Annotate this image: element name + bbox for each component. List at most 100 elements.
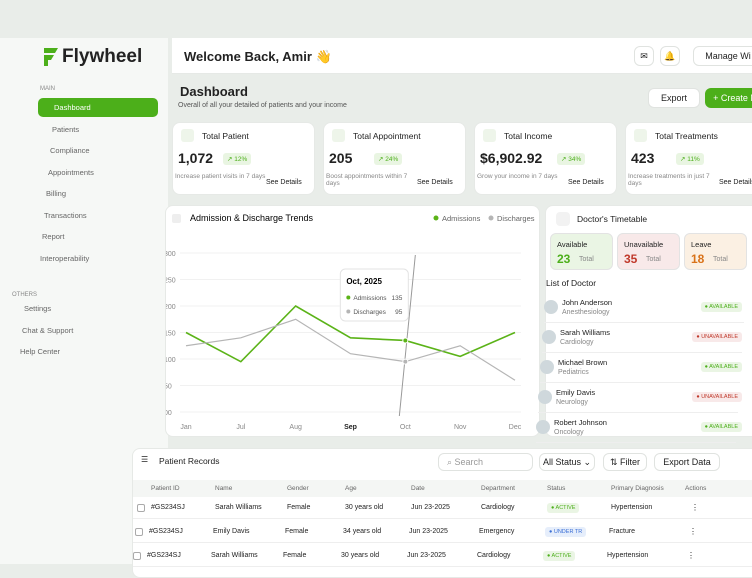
stat-label: Total Treatments [655, 131, 718, 141]
create-button[interactable]: + Create N [705, 88, 752, 108]
doctor-specialty: Pediatrics [558, 369, 589, 376]
stat-change: ↗ 11% [676, 153, 704, 165]
table-cell: Emergency [479, 528, 515, 535]
table-cell: Jun 23-2025 [411, 504, 450, 511]
doctor-specialty: Cardiology [560, 339, 594, 346]
export-data-button[interactable]: Export Data [654, 453, 720, 471]
doctor-status: ● AVAILABLE [700, 302, 742, 312]
table-cell: Fracture [609, 528, 636, 535]
summary-unit: Total [713, 256, 728, 263]
stat-value: 1,072 [178, 150, 214, 166]
nav-item[interactable]: Patients [36, 120, 156, 139]
column-header: Primary Diagnosis [611, 485, 664, 492]
chart-card: Admission & Discharge Trends Admissions Di… [164, 205, 540, 437]
status-text: UNDER TR [553, 529, 583, 535]
nav-item[interactable]: Interoperability [24, 249, 144, 268]
nav-item[interactable]: Chat & Support [12, 326, 73, 335]
see-details[interactable]: See Details [266, 179, 302, 186]
list-title: List of Doctor [546, 278, 597, 288]
summary-label: Available [557, 240, 588, 249]
nav-label: Chat & Support [22, 325, 74, 335]
doctor-name: John Anderson [562, 298, 613, 307]
doctor-row: Michael Brown Pediatrics ● AVAILABLE [540, 355, 742, 383]
doctor-status: ● UNAVAILABLE [692, 392, 742, 402]
mail-button[interactable]: ✉ [634, 46, 654, 66]
nav-label: Compliance [50, 146, 90, 155]
row-checkbox[interactable] [137, 504, 145, 512]
doctor-name: Michael Brown [558, 358, 608, 367]
row-actions[interactable]: ⋮ [687, 551, 695, 560]
table-cell: Jun 23-2025 [407, 552, 446, 559]
table-cell: #GS234SJ [151, 504, 185, 511]
see-details[interactable]: See Details [719, 179, 752, 186]
search-box[interactable]: ⌕ Search [438, 453, 533, 471]
legend-label: Admissions [442, 214, 481, 223]
status-dropdown[interactable]: All Status ⌄ [539, 453, 595, 471]
nav-item[interactable]: Dashboard [38, 98, 158, 117]
column-header: Gender [287, 485, 309, 492]
x-tick-label: Sep [344, 424, 357, 431]
stat-card: Total Income $6,902.92 ↗ 34% Grow your i… [474, 122, 617, 195]
y-tick-label: 200 [166, 304, 176, 311]
stat-card: Total Treatments 423 ↗ 11% Increase trea… [625, 122, 752, 195]
row-checkbox[interactable] [133, 552, 141, 560]
tooltip-swatch [346, 295, 351, 300]
create-label: Create N [720, 93, 752, 103]
filter-button[interactable]: ⇅ Filter [603, 453, 647, 471]
column-header: Age [345, 485, 357, 492]
nav-item[interactable]: Appointments [32, 163, 152, 182]
y-tick-label: 00 [166, 410, 172, 417]
legend-label: Discharges [497, 214, 535, 223]
tooltip-value: 135 [391, 295, 402, 302]
timetable-card: Doctor's Timetable Available 23 Total Un… [536, 205, 752, 443]
table-cell: Sarah Williams [211, 552, 258, 559]
row-divider [133, 518, 752, 519]
doctor-status: ● AVAILABLE [700, 422, 742, 432]
stat-value: 423 [631, 150, 655, 166]
see-details[interactable]: See Details [568, 179, 604, 186]
nav-label: Billing [46, 189, 67, 198]
doctor-name: Robert Johnson [554, 418, 607, 427]
nav-label: Transactions [44, 210, 87, 220]
page: Flywheel MAIN Dashboard Patients Compliance… [0, 38, 752, 578]
column-header: Patient ID [151, 485, 180, 492]
x-tick-label: Jan [180, 424, 191, 431]
nav-item[interactable]: Transactions [28, 206, 148, 225]
page-subtitle: Overall of all your detailed of patients… [178, 102, 347, 109]
table-cell: Hypertension [611, 504, 653, 511]
status-text: ACTIVE [551, 553, 572, 559]
chart-icon [172, 214, 181, 223]
legend-swatch [488, 215, 494, 221]
page-title: Dashboard [180, 84, 248, 99]
doctor-name: Sarah Williams [560, 328, 611, 337]
table-header [133, 480, 752, 497]
row-checkbox[interactable] [135, 528, 143, 536]
point [402, 337, 409, 344]
nav-item[interactable]: Billing [30, 184, 150, 203]
manage-label: Manage Wi [705, 51, 751, 61]
stat-icon [483, 129, 496, 142]
nav-label: Interoperability [40, 253, 90, 263]
row-actions[interactable]: ⋮ [691, 503, 699, 512]
status-badge: ● ACTIVE [547, 503, 580, 513]
logo: Flywheel [42, 46, 142, 68]
status-text: UNAVAILABLE [701, 334, 738, 340]
nav-item[interactable]: Report [26, 227, 146, 246]
row-actions[interactable]: ⋮ [689, 527, 697, 536]
see-details[interactable]: See Details [417, 179, 453, 186]
nav-item[interactable]: Compliance [34, 141, 154, 160]
manage-button[interactable]: Manage Wi [693, 46, 752, 66]
logo-icon [44, 48, 58, 66]
stat-change: ↗ 12% [223, 153, 252, 165]
export-button[interactable]: Export [648, 88, 700, 108]
export-label: Export [660, 93, 687, 103]
stat-label: Total Income [504, 131, 553, 141]
nav-item[interactable]: Settings [14, 304, 51, 313]
bell-button[interactable]: 🔔 [660, 46, 680, 66]
stat-card: Total Appointment 205 ↗ 24% Boost appoin… [323, 122, 466, 195]
doctor-name: Emily Davis [556, 388, 596, 397]
summary-unit: Total [646, 256, 661, 263]
table-cell: #GS234SJ [147, 552, 181, 559]
nav-item[interactable]: Help Center [10, 347, 60, 356]
timetable-icon [556, 212, 570, 226]
